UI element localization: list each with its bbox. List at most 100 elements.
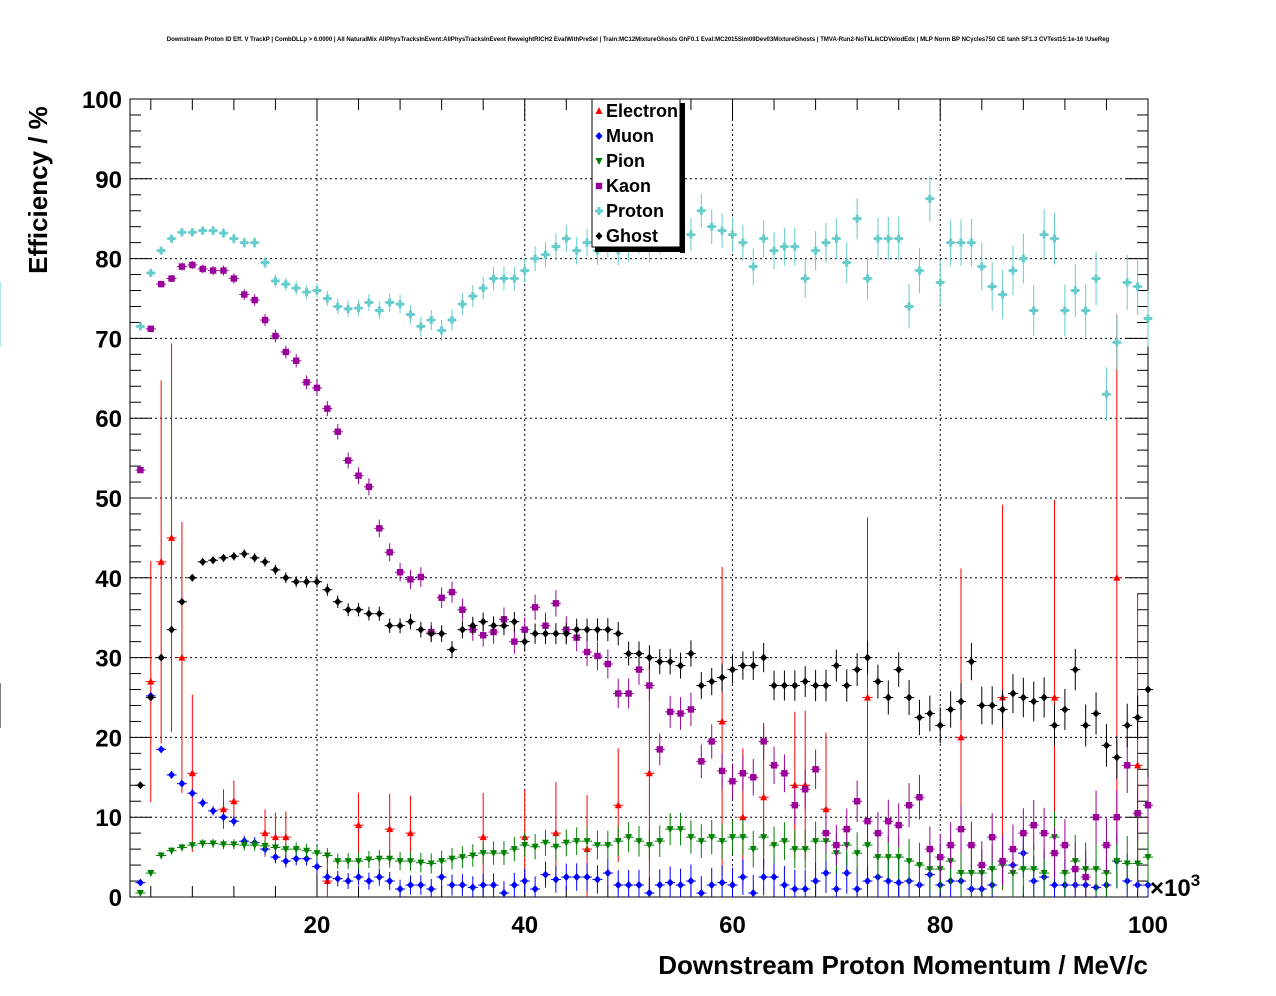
data-point-ghost: [313, 577, 321, 586]
data-point-pion: [365, 856, 373, 864]
data-point-kaon: [407, 576, 414, 583]
data-point-kaon: [988, 833, 996, 841]
data-point-kaon: [137, 466, 144, 474]
data-point-muon: [458, 881, 466, 890]
y-tick-label: 30: [95, 646, 122, 673]
data-point-muon: [427, 885, 435, 894]
data-point-ghost: [406, 617, 414, 626]
data-point-muon: [271, 853, 279, 862]
data-point-muon: [812, 877, 820, 886]
data-point-pion: [625, 834, 633, 842]
data-point-proton: [562, 234, 571, 243]
data-point-kaon: [157, 280, 165, 288]
data-point-proton: [551, 242, 560, 251]
data-point-kaon: [646, 682, 653, 689]
data-point-proton: [583, 238, 592, 247]
data-point-ghost: [1030, 697, 1038, 706]
data-point-pion: [344, 858, 352, 866]
data-point-proton: [209, 226, 218, 235]
data-point-proton: [1081, 306, 1090, 315]
data-point-proton: [832, 234, 841, 243]
data-point-muon: [219, 813, 227, 822]
data-point-ghost: [344, 605, 352, 614]
data-point-proton: [1008, 266, 1017, 275]
legend-marker-proton: [595, 207, 603, 215]
data-point-ghost: [1102, 741, 1110, 750]
data-point-kaon: [708, 738, 715, 745]
data-point-kaon: [282, 348, 290, 356]
data-point-ghost: [843, 681, 851, 690]
data-point-pion: [864, 842, 872, 850]
data-point-pion: [614, 838, 622, 846]
data-point-muon: [625, 881, 633, 890]
data-point-ghost: [999, 705, 1007, 714]
data-point-muon: [188, 789, 196, 798]
data-point-kaon: [1030, 821, 1037, 829]
data-point-muon: [728, 881, 736, 890]
data-point-proton: [1092, 274, 1101, 283]
data-point-kaon: [438, 594, 445, 601]
data-point-ghost: [853, 665, 861, 674]
data-point-ghost: [1092, 709, 1100, 718]
data-point-proton: [250, 238, 259, 247]
data-point-kaon: [1113, 814, 1121, 821]
data-point-pion: [760, 834, 768, 842]
data-point-pion: [728, 834, 736, 842]
data-point-proton: [364, 298, 373, 307]
data-point-pion: [801, 846, 809, 854]
data-point-muon: [417, 881, 425, 890]
data-point-proton: [572, 246, 581, 255]
y-tick-label: 80: [95, 247, 122, 274]
data-point-ghost: [1040, 693, 1048, 702]
data-point-electron: [1113, 573, 1121, 581]
data-point-proton: [707, 222, 716, 231]
data-point-ghost: [832, 661, 840, 670]
data-point-ghost: [791, 681, 799, 690]
data-point-kaon: [604, 660, 612, 668]
data-point-muon: [406, 881, 414, 890]
data-point-electron: [188, 769, 196, 777]
data-point-pion: [334, 858, 342, 866]
data-point-ghost: [1071, 665, 1079, 674]
data-point-electron: [219, 805, 227, 813]
data-point-proton: [479, 284, 488, 293]
data-point-kaon: [718, 767, 726, 775]
data-point-muon: [469, 883, 477, 892]
data-point-pion: [770, 842, 778, 850]
data-point-pion: [396, 858, 404, 866]
data-point-ghost: [614, 629, 622, 638]
data-point-muon: [573, 873, 581, 882]
data-point-kaon: [334, 428, 341, 435]
data-point-kaon: [895, 821, 902, 829]
data-point-pion: [562, 839, 570, 847]
data-point-kaon: [802, 786, 809, 793]
data-point-muon: [749, 889, 757, 898]
data-point-pion: [1061, 870, 1069, 878]
data-point-proton: [728, 230, 737, 239]
data-point-ghost: [593, 625, 601, 634]
data-point-kaon: [760, 738, 767, 745]
data-point-ghost: [1009, 689, 1017, 698]
data-point-pion: [645, 842, 653, 850]
data-point-pion: [1123, 860, 1131, 868]
data-point-proton: [1071, 286, 1080, 295]
data-point-ghost: [874, 677, 882, 686]
data-point-pion: [427, 860, 435, 868]
data-point-pion: [697, 838, 705, 846]
data-point-muon: [635, 881, 643, 890]
data-point-ghost: [978, 701, 986, 710]
data-point-pion: [458, 854, 466, 862]
data-point-ghost: [645, 653, 653, 662]
data-point-ghost: [479, 617, 487, 626]
data-point-muon: [510, 881, 518, 890]
data-point-pion: [386, 855, 394, 863]
data-point-kaon: [230, 275, 238, 282]
data-point-ghost: [1144, 685, 1152, 694]
data-point-ghost: [365, 609, 373, 618]
data-point-kaon: [355, 472, 362, 479]
data-point-muon: [323, 873, 331, 882]
data-point-pion: [739, 834, 747, 842]
data-point-ghost: [926, 709, 934, 718]
data-point-kaon: [698, 758, 705, 765]
data-point-kaon: [937, 853, 944, 861]
